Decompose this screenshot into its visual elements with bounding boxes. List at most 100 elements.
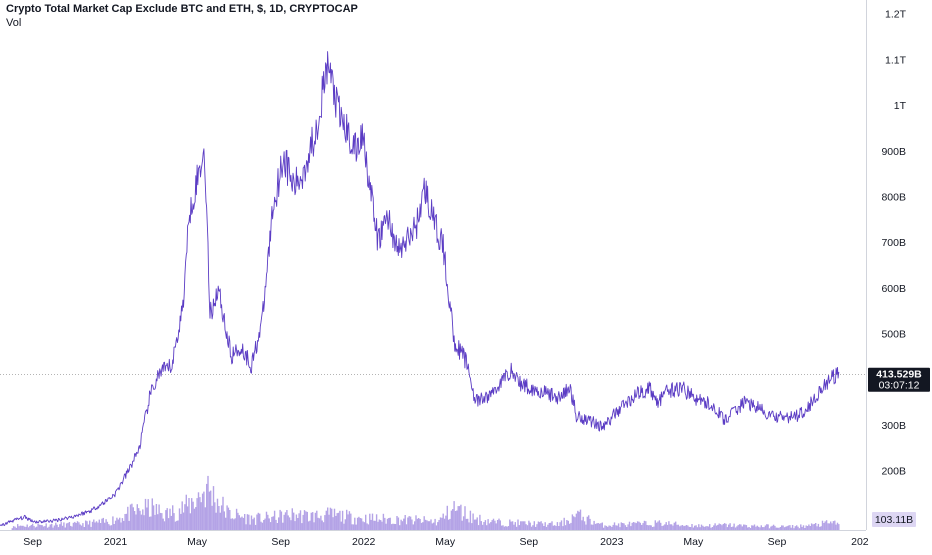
volume-bar <box>210 490 212 530</box>
volume-bar <box>639 522 641 530</box>
volume-bar <box>450 510 453 530</box>
volume-bar <box>201 493 204 530</box>
volume-bar <box>193 508 196 530</box>
volume-bar <box>324 515 326 530</box>
volume-bar <box>486 525 488 530</box>
volume-bar <box>382 513 385 530</box>
volume-bar <box>620 522 622 530</box>
volume-bar <box>740 524 742 530</box>
volume-bar <box>271 516 273 530</box>
volume-bar <box>613 522 616 530</box>
volume-bar <box>567 520 569 530</box>
volume-bar <box>211 505 213 530</box>
volume-bar <box>804 528 806 530</box>
volume-bar <box>344 519 346 530</box>
volume-bar <box>494 520 496 530</box>
x-tick-label: 2021 <box>104 536 128 548</box>
volume-bar <box>367 524 370 530</box>
volume-bar <box>414 521 416 530</box>
volume-bar <box>250 515 253 530</box>
volume-bar <box>462 516 465 530</box>
volume-bar <box>253 517 255 530</box>
volume-bar <box>589 518 591 530</box>
volume-bar <box>592 524 594 530</box>
volume-bar <box>465 518 467 530</box>
x-tick-label: Sep <box>519 536 538 548</box>
volume-bar <box>487 519 489 530</box>
volume-bar <box>188 498 190 530</box>
volume-bar <box>789 525 791 530</box>
volume-bar <box>602 527 605 530</box>
volume-bar <box>484 520 487 530</box>
volume-bar <box>559 522 561 530</box>
volume-bar <box>832 521 835 530</box>
volume-bar <box>101 518 103 530</box>
volume-bar <box>365 514 367 530</box>
volume-bar <box>661 526 663 530</box>
volume-bar <box>82 523 84 530</box>
volume-bar <box>551 521 553 530</box>
volume-bar <box>585 524 587 530</box>
volume-bar <box>152 505 155 530</box>
y-tick-label: 700B <box>881 237 906 249</box>
volume-bar <box>97 522 99 530</box>
volume-bar <box>322 522 325 530</box>
volume-bar <box>763 527 765 530</box>
volume-bar <box>517 519 519 530</box>
volume-bar <box>560 520 563 530</box>
volume-bar <box>778 527 780 530</box>
volume-bar <box>26 524 28 530</box>
volume-bar <box>128 520 130 530</box>
volume-bar <box>694 525 696 530</box>
volume-bar <box>293 512 295 530</box>
volume-bar <box>415 515 417 530</box>
volume-bar <box>419 519 421 530</box>
volume-bar <box>29 526 31 530</box>
volume-bar <box>154 514 156 530</box>
volume-bar <box>612 524 614 530</box>
volume-bar <box>181 501 183 530</box>
volume-bar <box>396 516 398 530</box>
volume-bar <box>521 521 523 530</box>
volume-bar <box>669 524 671 530</box>
volume-bar <box>276 523 279 530</box>
volume-bar <box>418 518 420 530</box>
volume-bar <box>226 505 228 530</box>
volume-bar <box>768 528 771 530</box>
volume-bar <box>582 516 584 530</box>
volume-bar <box>104 522 106 530</box>
volume-bar <box>204 507 206 530</box>
volume-bar <box>75 523 77 530</box>
volume-bar <box>148 516 151 530</box>
volume-bar <box>766 524 768 530</box>
volume-bar <box>528 520 530 530</box>
volume-bar <box>449 518 451 530</box>
volume-bar <box>775 527 777 530</box>
volume-bar <box>617 523 620 530</box>
volume-bar <box>41 525 43 530</box>
volume-bar <box>683 526 685 530</box>
volume-bar <box>163 521 166 530</box>
volume-bar <box>710 527 712 530</box>
volume-bar <box>713 525 715 530</box>
volume-bar <box>317 517 319 530</box>
volume-bar <box>809 526 811 530</box>
volume-bar <box>552 525 554 530</box>
volume-bar <box>794 526 796 530</box>
volume-bar <box>150 516 152 530</box>
volume-bar <box>192 501 194 530</box>
volume-bar <box>574 517 576 530</box>
volume-bar <box>835 524 837 530</box>
volume-bar <box>399 525 401 530</box>
volume-bar <box>45 523 47 530</box>
volume-bar <box>46 527 49 530</box>
volume-bar <box>371 513 374 530</box>
volume-bar <box>263 520 265 530</box>
volume-bar <box>578 511 580 530</box>
volume-bar <box>681 525 684 530</box>
volume-bar <box>828 523 830 530</box>
volume-bar <box>404 515 406 530</box>
volume-bar <box>257 512 259 530</box>
